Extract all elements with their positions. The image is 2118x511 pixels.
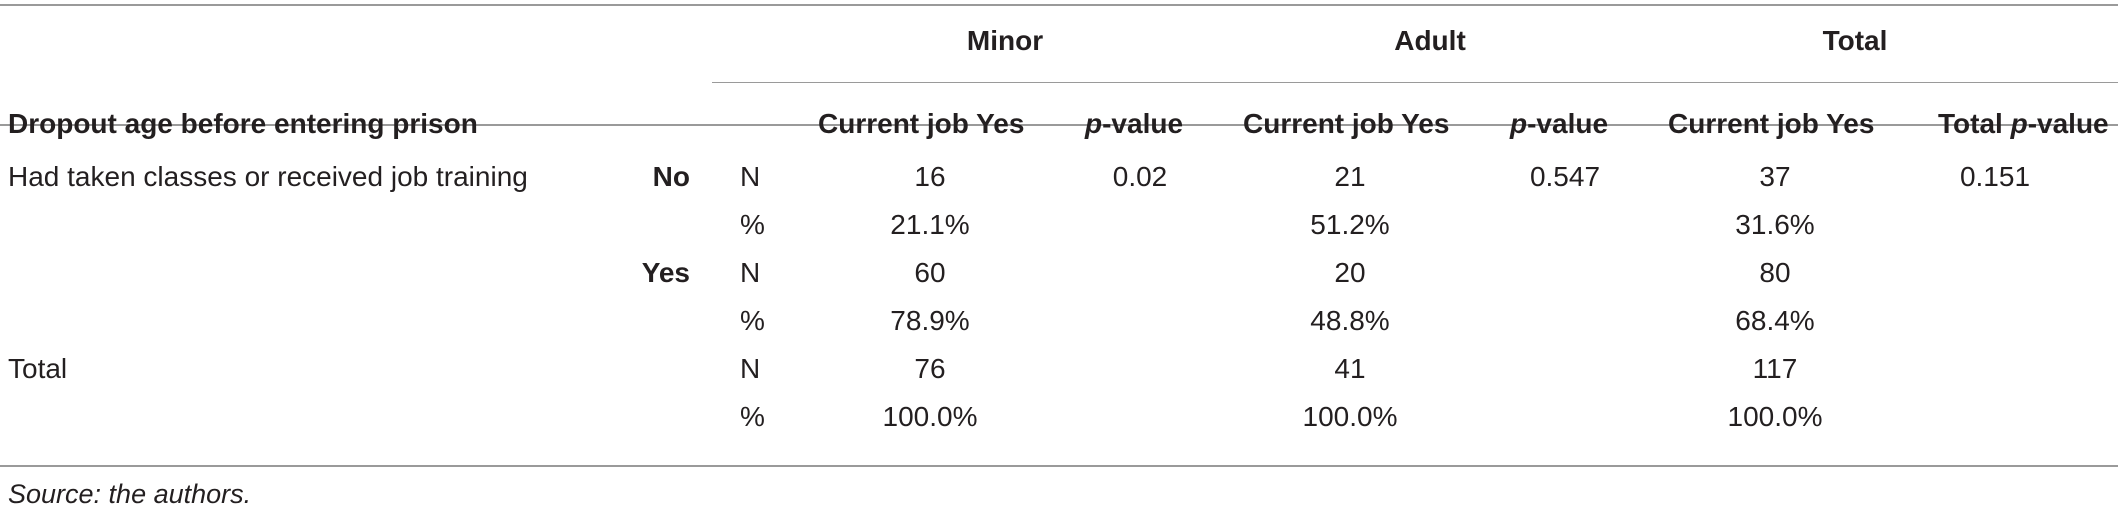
cell-stat: N [740, 257, 761, 288]
subheader-job-total: Current job Yes [1668, 108, 1875, 139]
total-p-prefix: Total [1938, 108, 2011, 139]
p-italic: p [1085, 108, 1103, 139]
p-suffix: -value [1102, 108, 1184, 139]
subheader-job-minor: Current job Yes [818, 108, 1025, 139]
p-suffix: -value [2027, 108, 2109, 139]
cell-total: 100.0% [1727, 401, 1823, 432]
cell-stat: N [740, 353, 761, 384]
subheader-pvalue-minor: p-value [1085, 107, 1183, 141]
cell-total: 80 [1759, 257, 1791, 288]
cell-minor: 100.0% [882, 401, 978, 432]
cell-minor: 60 [914, 257, 946, 288]
cell-total: 31.6% [1735, 209, 1815, 240]
subheader-job-adult: Current job Yes [1243, 108, 1450, 139]
subheader-total-pvalue: Total p-value [1938, 107, 2109, 141]
cell-adult: 20 [1334, 257, 1366, 288]
cell-adult: 41 [1334, 353, 1366, 384]
cell-total: 117 [1752, 353, 1798, 384]
cell-total: 68.4% [1735, 305, 1815, 336]
cell-adult: 21 [1334, 161, 1366, 192]
header-bottom-rule [0, 124, 2118, 126]
group-header-total: Total [1822, 25, 1888, 56]
cell-stat: N [740, 161, 761, 192]
cell-adult: 48.8% [1310, 305, 1390, 336]
source-note: Source: the authors. [8, 479, 252, 509]
cell-group: Yes [641, 257, 690, 288]
cell-category: Total [8, 353, 68, 384]
cell-group: No [652, 161, 690, 192]
subheader-pvalue-adult: p-value [1510, 107, 1608, 141]
table-bottom-rule [0, 465, 2118, 467]
cell-p-minor: 0.02 [1112, 161, 1168, 192]
cell-adult: 51.2% [1310, 209, 1390, 240]
cell-stat: % [740, 401, 765, 432]
p-italic: p [2010, 108, 2028, 139]
row-header: Dropout age before entering prison [8, 108, 478, 139]
cell-p-adult: 0.547 [1529, 161, 1601, 192]
cell-minor: 78.9% [890, 305, 970, 336]
group-header-adult: Adult [1394, 25, 1466, 56]
cell-total: 37 [1759, 161, 1791, 192]
group-header-minor: Minor [966, 25, 1044, 56]
group-header-rule [712, 82, 2118, 83]
p-suffix: -value [1527, 108, 1609, 139]
cell-adult: 100.0% [1302, 401, 1398, 432]
p-italic: p [1510, 108, 1528, 139]
cell-minor: 76 [914, 353, 946, 384]
cell-stat: % [740, 305, 765, 336]
top-rule [0, 4, 2118, 6]
cell-p-total: 0.151 [1959, 161, 2031, 192]
cell-minor: 16 [914, 161, 946, 192]
cell-category: Had taken classes or received job traini… [8, 161, 528, 192]
cell-stat: % [740, 209, 765, 240]
cell-minor: 21.1% [890, 209, 970, 240]
